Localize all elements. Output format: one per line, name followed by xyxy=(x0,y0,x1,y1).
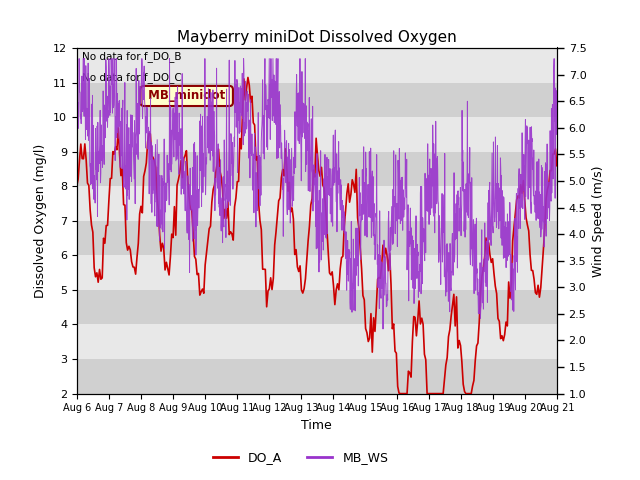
Bar xyxy=(77,117,557,152)
Y-axis label: Dissolved Oxygen (mg/l): Dissolved Oxygen (mg/l) xyxy=(35,144,47,298)
Bar xyxy=(77,324,557,359)
Bar xyxy=(77,221,557,255)
Bar xyxy=(77,290,557,324)
Text: MB_minidot: MB_minidot xyxy=(144,89,229,102)
Title: Mayberry miniDot Dissolved Oxygen: Mayberry miniDot Dissolved Oxygen xyxy=(177,30,457,46)
Bar xyxy=(77,83,557,117)
Text: No data for f_DO_B: No data for f_DO_B xyxy=(82,51,181,62)
Legend: DO_A, MB_WS: DO_A, MB_WS xyxy=(208,446,394,469)
Text: No data for f_DO_C: No data for f_DO_C xyxy=(82,72,181,83)
X-axis label: Time: Time xyxy=(301,419,332,432)
Bar xyxy=(77,152,557,186)
Bar xyxy=(77,48,557,83)
Y-axis label: Wind Speed (m/s): Wind Speed (m/s) xyxy=(592,165,605,276)
Bar xyxy=(77,186,557,221)
Bar xyxy=(77,255,557,290)
Bar xyxy=(77,359,557,394)
